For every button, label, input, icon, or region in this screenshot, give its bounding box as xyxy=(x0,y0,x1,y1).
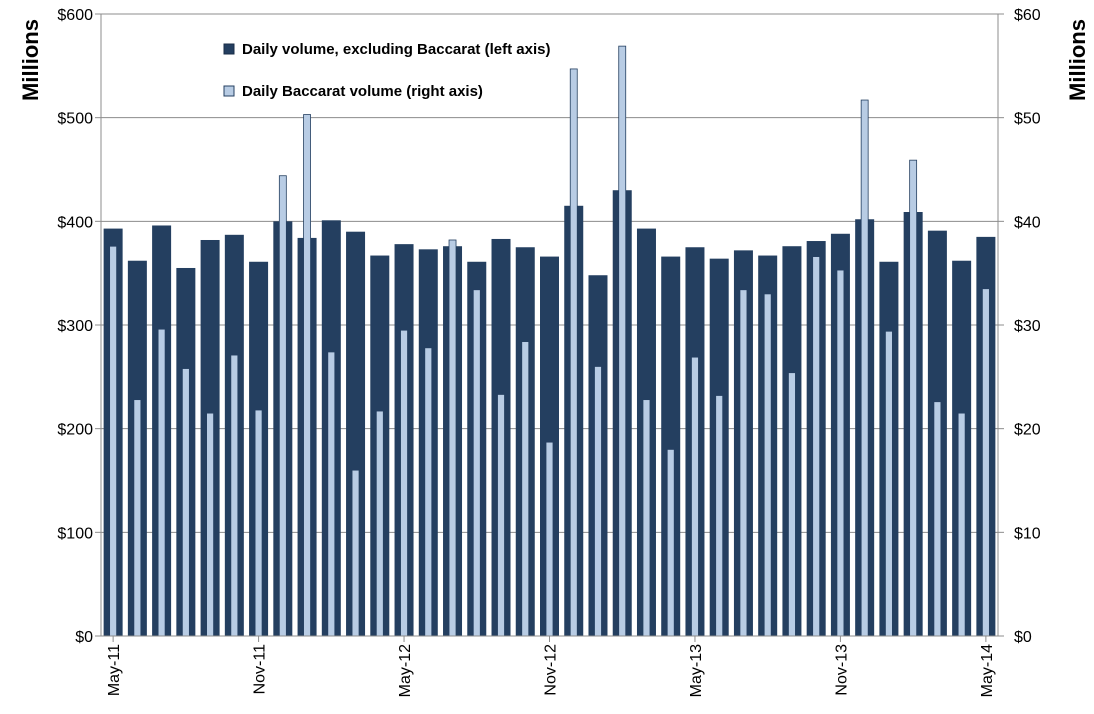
bar-baccarat xyxy=(691,356,699,637)
legend-swatch-baccarat xyxy=(223,85,235,97)
left-tick-label: $300 xyxy=(57,318,93,335)
left-axis-ticks: $0 $100 $200 $300 $400 $500 $600 xyxy=(57,7,101,646)
right-tick-label: $60 xyxy=(1014,7,1041,24)
bar-baccarat xyxy=(327,351,336,637)
bar-baccarat xyxy=(206,412,214,637)
bar-baccarat xyxy=(254,409,263,637)
bar-baccarat xyxy=(981,288,990,637)
right-tick-label: $10 xyxy=(1014,525,1041,542)
x-tick-label: Nov-13 xyxy=(833,644,850,696)
bar-baccarat xyxy=(860,99,869,637)
left-tick-label: $500 xyxy=(57,111,93,128)
x-tick-label: May-13 xyxy=(688,644,705,697)
bar-baccarat xyxy=(278,175,287,637)
bar-baccarat xyxy=(957,412,966,637)
bar-baccarat xyxy=(497,394,505,637)
bar-baccarat xyxy=(424,347,433,637)
legend: Daily volume, excluding Baccarat (left a… xyxy=(223,41,550,100)
x-tick-label: Nov-11 xyxy=(252,644,269,694)
left-axis-title: Millions xyxy=(18,19,43,101)
bar-baccarat xyxy=(375,410,384,637)
left-tick-label: $100 xyxy=(57,525,93,542)
x-tick-label: May-12 xyxy=(397,644,414,697)
right-tick-label: $0 xyxy=(1014,629,1032,646)
bar-baccarat xyxy=(739,289,748,637)
bar-baccarat xyxy=(521,341,530,637)
right-tick-label: $20 xyxy=(1014,422,1041,439)
bar-baccarat xyxy=(763,293,772,637)
bar-baccarat xyxy=(351,469,360,637)
bar-baccarat xyxy=(448,239,457,637)
bar-baccarat xyxy=(836,269,845,637)
bar-baccarat xyxy=(230,354,239,637)
bar-main xyxy=(346,231,366,636)
right-tick-label: $50 xyxy=(1014,111,1041,128)
right-tick-label: $30 xyxy=(1014,318,1041,335)
x-tick-label: Nov-12 xyxy=(543,644,560,696)
bar-baccarat xyxy=(157,328,166,637)
right-tick-label: $40 xyxy=(1014,214,1041,231)
left-tick-label: $600 xyxy=(57,7,93,24)
left-tick-label: $400 xyxy=(57,214,93,231)
bar-baccarat xyxy=(715,395,724,637)
bar-baccarat xyxy=(788,372,796,637)
bar-baccarat xyxy=(133,399,142,637)
bar-baccarat xyxy=(885,330,893,637)
bar-baccarat xyxy=(472,289,481,637)
bar-baccarat xyxy=(569,68,578,637)
bar-baccarat xyxy=(400,329,408,637)
x-axis-ticks: May-11 Nov-11 May-12 Nov-12 May-13 Nov-13 May-… xyxy=(106,636,996,697)
legend-label-main: Daily volume, excluding Baccarat (left a… xyxy=(242,41,550,58)
bar-main xyxy=(661,256,681,636)
x-tick-label: May-11 xyxy=(106,644,123,696)
left-tick-label: $200 xyxy=(57,422,93,439)
bar-baccarat xyxy=(109,245,118,637)
bar-baccarat xyxy=(642,399,651,637)
bar-baccarat xyxy=(812,256,821,637)
bar-baccarat xyxy=(545,441,554,637)
bar-baccarat xyxy=(181,368,190,637)
bar-baccarat xyxy=(909,159,918,637)
bar-baccarat xyxy=(933,401,942,637)
legend-swatch-main xyxy=(223,43,235,55)
bar-baccarat xyxy=(303,114,311,637)
bar-baccarat xyxy=(618,45,627,637)
right-axis-title: Millions xyxy=(1065,19,1090,101)
legend-label-baccarat: Daily Baccarat volume (right axis) xyxy=(242,83,483,100)
bar-baccarat xyxy=(594,366,602,637)
right-axis-ticks: $0 $10 $20 $30 $40 $50 $60 xyxy=(998,7,1041,646)
left-tick-label: $0 xyxy=(75,629,93,646)
x-tick-label: May-14 xyxy=(979,644,996,697)
bar-baccarat xyxy=(666,448,675,637)
